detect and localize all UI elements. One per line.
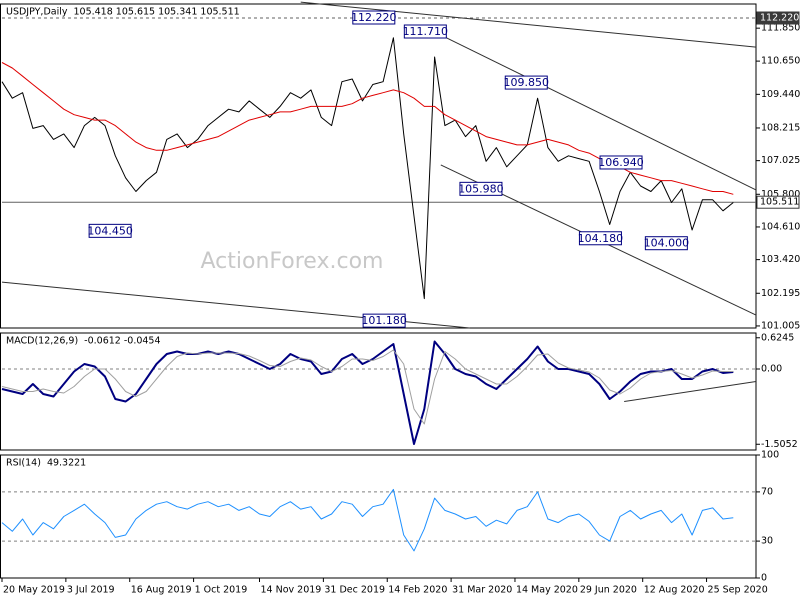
watermark: ActionForex.com [201, 249, 384, 274]
y-tick-label: 107.025 [761, 155, 800, 166]
panel-frame [0, 3, 757, 329]
y-tick-label: 110.650 [761, 56, 800, 67]
price-label: 104.000 [644, 237, 690, 250]
price-label-box [599, 155, 643, 170]
price-label-box [352, 10, 396, 25]
price-label: 112.220 [351, 11, 397, 24]
trendline [300, 1, 757, 48]
x-tick-label: 14 May 2020 [516, 585, 578, 596]
panel-values: -0.0612 -0.0454 [84, 336, 160, 347]
level-box [756, 11, 800, 25]
trendline [440, 34, 757, 191]
y-tick-label: 30 [761, 536, 773, 547]
y-tick-label: 70 [761, 486, 773, 497]
x-tick-label: 3 Jul 2019 [67, 585, 115, 596]
level-label: 105.511 [760, 197, 799, 208]
x-tick-label: 14 Nov 2019 [261, 585, 322, 596]
y-tick-label: 111.850 [761, 23, 800, 34]
panel-values: 105.418 105.615 105.341 105.511 [73, 7, 239, 18]
price-label: 105.980 [458, 182, 504, 195]
y-tick-label: 0.6245 [761, 332, 794, 343]
price-label-box [88, 223, 132, 238]
y-tick-label: 102.195 [761, 288, 800, 299]
price-label: 104.180 [578, 232, 624, 245]
trendline [624, 381, 757, 402]
y-tick-label: -1.5052 [761, 439, 798, 450]
x-tick-label: 20 May 2019 [3, 585, 65, 596]
y-tick-label: 104.610 [761, 221, 800, 232]
series-line [1, 349, 734, 425]
x-tick-label: 12 Aug 2020 [644, 585, 705, 596]
y-tick-label: 103.420 [761, 254, 800, 265]
series-line [1, 488, 734, 552]
y-tick-label: 101.005 [761, 320, 800, 331]
series-line [1, 37, 734, 300]
y-tick-label: 0 [761, 573, 767, 584]
price-label-box [644, 236, 688, 251]
price-label: 111.710 [403, 25, 449, 38]
x-tick-label: 31 Mar 2020 [452, 585, 512, 596]
level-box [756, 195, 800, 209]
price-label-box [459, 181, 503, 196]
panel-title: MACD(12,26,9) [6, 336, 78, 347]
panel-frame [0, 332, 757, 451]
y-tick-label: 105.800 [761, 189, 800, 200]
y-tick-label: 0.00 [761, 364, 782, 375]
price-label: 109.850 [504, 76, 550, 89]
y-tick-label: 109.440 [761, 89, 800, 100]
series-line [1, 340, 734, 445]
x-tick-label: 25 Sep 2020 [708, 585, 768, 596]
y-tick-label: 100 [761, 450, 779, 461]
price-label-box [403, 24, 447, 39]
x-tick-label: 31 Dec 2019 [324, 585, 385, 596]
panel-values: 49.3221 [47, 458, 86, 469]
price-label: 104.450 [87, 224, 133, 237]
x-tick-label: 29 Jun 2020 [580, 585, 637, 596]
x-tick-label: 14 Feb 2020 [388, 585, 447, 596]
y-tick-label: 108.215 [761, 122, 800, 133]
level-label: 112.220 [760, 13, 799, 24]
panel-title: RSI(14) [6, 458, 41, 469]
price-label-box [578, 231, 622, 246]
price-label-box [504, 75, 548, 90]
x-tick-label: 16 Aug 2019 [131, 585, 192, 596]
price-label-box [362, 313, 406, 328]
panel-frame [0, 454, 757, 579]
panel-title: USDJPY,Daily [6, 7, 68, 18]
price-label: 106.940 [598, 156, 644, 169]
price-label: 101.180 [361, 314, 407, 327]
x-tick-label: 1 Oct 2019 [195, 585, 248, 596]
